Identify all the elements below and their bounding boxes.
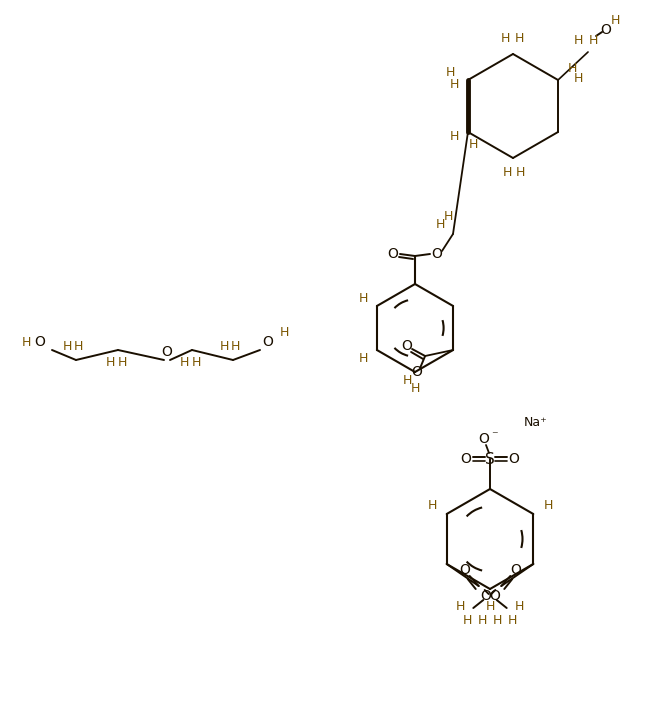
Text: H: H xyxy=(502,167,512,180)
Text: O: O xyxy=(601,23,612,37)
Text: H: H xyxy=(358,291,367,304)
Text: H: H xyxy=(463,614,472,627)
Text: O: O xyxy=(461,452,472,466)
Text: O: O xyxy=(161,345,172,359)
Text: O: O xyxy=(459,563,470,577)
Text: H: H xyxy=(62,340,72,353)
Text: H: H xyxy=(573,33,583,46)
Text: H: H xyxy=(358,352,367,365)
Text: O: O xyxy=(388,247,399,261)
Text: H: H xyxy=(445,66,455,79)
Text: O: O xyxy=(509,452,520,466)
Text: H: H xyxy=(515,167,525,180)
Text: H: H xyxy=(568,61,577,74)
Text: H: H xyxy=(469,138,478,151)
Text: H: H xyxy=(117,356,127,369)
Text: O: O xyxy=(479,432,489,446)
Text: H: H xyxy=(515,32,524,45)
Text: H: H xyxy=(73,340,83,353)
Text: H: H xyxy=(500,32,510,45)
Text: ⁻: ⁻ xyxy=(491,430,497,443)
Text: H: H xyxy=(485,599,494,613)
Text: O: O xyxy=(262,335,273,349)
Text: H: H xyxy=(515,601,524,614)
Text: H: H xyxy=(610,14,619,27)
Text: H: H xyxy=(402,373,411,386)
Text: H: H xyxy=(410,381,420,394)
Text: H: H xyxy=(493,614,502,627)
Text: H: H xyxy=(106,356,115,369)
Text: O: O xyxy=(432,247,443,261)
Text: H: H xyxy=(179,356,189,369)
Text: H: H xyxy=(573,71,583,84)
Text: O: O xyxy=(402,339,413,353)
Text: H: H xyxy=(543,499,553,512)
Text: O: O xyxy=(489,589,500,603)
Text: H: H xyxy=(449,131,459,143)
Text: O: O xyxy=(480,589,491,603)
Text: H: H xyxy=(191,356,201,369)
Text: H: H xyxy=(443,211,453,224)
Text: H: H xyxy=(21,335,30,348)
Text: H: H xyxy=(588,33,597,46)
Text: H: H xyxy=(427,499,437,512)
Text: O: O xyxy=(510,563,521,577)
Text: S: S xyxy=(485,451,495,466)
Text: H: H xyxy=(435,218,445,231)
Text: H: H xyxy=(478,614,487,627)
Text: H: H xyxy=(456,601,465,614)
Text: H: H xyxy=(449,79,459,92)
Text: Na⁺: Na⁺ xyxy=(524,417,548,430)
Text: H: H xyxy=(219,340,229,353)
Text: H: H xyxy=(508,614,517,627)
Text: O: O xyxy=(411,365,422,379)
Text: H: H xyxy=(230,340,240,353)
Text: H: H xyxy=(279,325,289,338)
Text: O: O xyxy=(34,335,45,349)
